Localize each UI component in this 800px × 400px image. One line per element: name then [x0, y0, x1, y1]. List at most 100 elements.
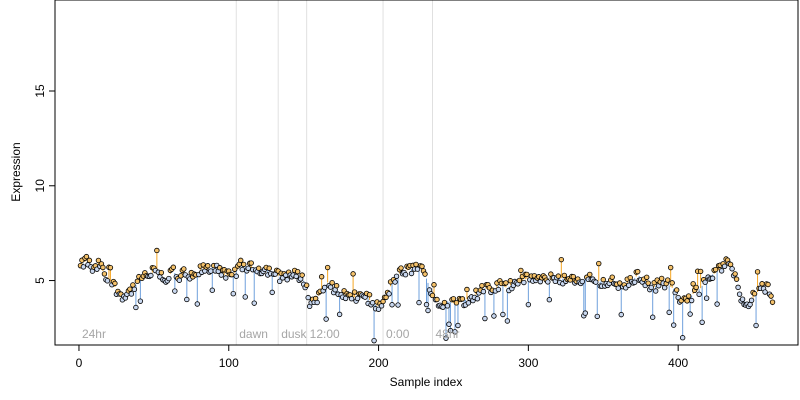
- data-point: [251, 300, 257, 306]
- data-point: [107, 264, 114, 271]
- data-point: [652, 288, 659, 294]
- data-point: [479, 282, 485, 289]
- data-point: [703, 295, 710, 301]
- data-point: [609, 274, 615, 280]
- data-point: [670, 322, 677, 328]
- data-point: [667, 264, 674, 271]
- data-points: [77, 247, 776, 344]
- data-point: [321, 284, 328, 291]
- data-point: [558, 256, 565, 263]
- data-point: [503, 280, 509, 286]
- data-point: [329, 279, 335, 286]
- data-point: [230, 290, 236, 297]
- data-point: [389, 302, 395, 308]
- data-point: [148, 272, 154, 279]
- data-point: [648, 284, 654, 291]
- data-point: [323, 316, 329, 322]
- data-point: [482, 315, 488, 322]
- data-point: [440, 304, 446, 310]
- data-point: [546, 297, 553, 303]
- data-point: [422, 271, 428, 277]
- x-tick-label: 0: [76, 356, 83, 370]
- data-point: [751, 291, 758, 297]
- data-point: [521, 279, 527, 286]
- data-point: [170, 264, 177, 270]
- data-point: [348, 296, 355, 302]
- data-point: [239, 266, 245, 273]
- data-point: [419, 263, 425, 270]
- data-point: [594, 313, 600, 320]
- data-point: [582, 310, 588, 316]
- data-point: [284, 277, 290, 283]
- data-point: [386, 291, 392, 297]
- data-point: [684, 298, 690, 304]
- data-point: [555, 273, 562, 279]
- data-point: [371, 337, 377, 344]
- x-tick-label: 200: [369, 356, 389, 370]
- data-point: [687, 311, 693, 317]
- data-point: [666, 309, 672, 316]
- data-point: [248, 260, 254, 266]
- data-point: [130, 282, 136, 288]
- data-point: [714, 301, 720, 307]
- region-label: 12:00: [310, 327, 340, 341]
- data-point: [369, 300, 376, 306]
- data-point: [690, 281, 696, 287]
- data-point: [626, 282, 632, 288]
- data-point: [644, 274, 650, 280]
- data-point: [408, 270, 415, 277]
- data-point: [425, 307, 431, 314]
- data-point: [688, 297, 695, 304]
- data-point: [80, 264, 87, 270]
- data-point: [223, 275, 229, 281]
- data-point: [570, 273, 577, 280]
- data-point: [495, 286, 502, 293]
- data-point: [446, 321, 452, 327]
- data-point: [398, 265, 404, 271]
- data-point: [453, 300, 460, 306]
- data-point: [95, 257, 102, 264]
- data-point: [441, 299, 448, 306]
- data-point: [635, 268, 641, 275]
- data-point: [474, 296, 481, 302]
- data-point: [299, 272, 305, 278]
- data-point: [350, 271, 356, 277]
- data-point: [702, 279, 708, 285]
- data-point: [443, 335, 449, 341]
- data-point: [395, 302, 401, 308]
- region-separators: [235, 0, 433, 345]
- data-point: [491, 313, 497, 319]
- data-point: [351, 289, 358, 295]
- data-point: [86, 257, 93, 264]
- data-point: [303, 282, 310, 288]
- data-point: [600, 276, 606, 283]
- data-point: [645, 280, 651, 286]
- data-point: [229, 271, 235, 278]
- data-point: [402, 272, 409, 278]
- data-point: [208, 268, 214, 274]
- region-label: dawn: [239, 327, 268, 341]
- data-point: [769, 299, 776, 305]
- data-point: [444, 303, 451, 309]
- data-point: [383, 294, 389, 301]
- data-point: [276, 278, 283, 285]
- data-point: [754, 269, 761, 275]
- data-point: [739, 296, 746, 302]
- data-point: [480, 288, 487, 295]
- data-point: [194, 301, 201, 307]
- data-point: [336, 311, 343, 318]
- data-point: [516, 277, 523, 284]
- data-point: [696, 291, 702, 298]
- data-point: [429, 292, 436, 299]
- data-point: [729, 266, 735, 272]
- x-axis-title: Sample index: [390, 375, 463, 389]
- data-point: [593, 279, 599, 285]
- y-tick-label: 15: [33, 84, 47, 98]
- data-point: [464, 286, 470, 293]
- data-point: [392, 279, 398, 285]
- data-point: [181, 266, 187, 272]
- data-point: [256, 265, 262, 271]
- data-point: [452, 329, 458, 335]
- data-point: [459, 296, 466, 302]
- data-point: [579, 278, 585, 285]
